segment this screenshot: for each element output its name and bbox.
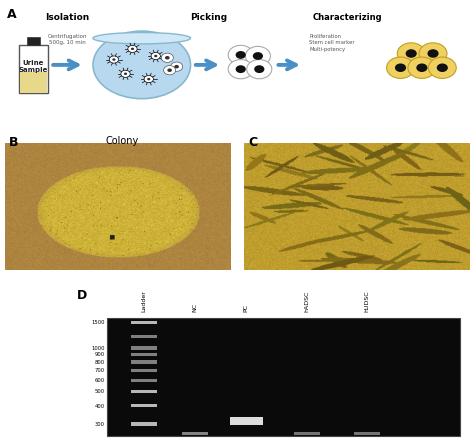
Bar — [131, 335, 157, 338]
Circle shape — [253, 52, 263, 60]
Circle shape — [167, 69, 172, 72]
Circle shape — [154, 55, 157, 57]
Ellipse shape — [93, 31, 191, 99]
Circle shape — [109, 56, 118, 63]
Circle shape — [147, 78, 150, 80]
Text: 300: 300 — [95, 422, 105, 427]
Circle shape — [124, 72, 127, 75]
Circle shape — [236, 65, 246, 73]
Circle shape — [228, 60, 253, 79]
Bar — [131, 346, 157, 350]
Circle shape — [428, 57, 456, 78]
Text: 1500: 1500 — [91, 320, 105, 325]
Circle shape — [228, 46, 253, 65]
Circle shape — [246, 46, 271, 65]
Bar — [131, 423, 157, 426]
Circle shape — [171, 62, 182, 71]
Circle shape — [144, 76, 154, 83]
Circle shape — [247, 60, 272, 79]
Text: Characterizing: Characterizing — [313, 13, 383, 23]
Bar — [27, 38, 40, 46]
Circle shape — [428, 49, 438, 58]
Text: D: D — [77, 290, 87, 302]
Circle shape — [387, 57, 414, 78]
Circle shape — [164, 65, 176, 75]
Ellipse shape — [93, 33, 191, 44]
Bar — [230, 417, 263, 425]
Circle shape — [416, 64, 428, 72]
Bar — [131, 353, 157, 356]
Text: 800: 800 — [94, 360, 105, 365]
Circle shape — [397, 43, 425, 64]
Bar — [131, 404, 157, 408]
Bar — [182, 432, 208, 435]
Bar — [131, 390, 157, 393]
Bar — [107, 318, 460, 436]
Circle shape — [419, 43, 447, 64]
Circle shape — [406, 49, 417, 58]
Text: 500: 500 — [94, 389, 105, 394]
Text: NC: NC — [193, 303, 198, 312]
Text: 600: 600 — [94, 378, 105, 383]
Text: PC: PC — [244, 304, 249, 312]
Circle shape — [236, 51, 246, 59]
Bar — [354, 432, 380, 435]
Text: Picking: Picking — [190, 13, 227, 23]
Text: 700: 700 — [94, 368, 105, 373]
Circle shape — [161, 53, 173, 62]
Text: A: A — [7, 8, 17, 21]
Circle shape — [131, 48, 134, 50]
Text: Centrifugation
500g, 10 min: Centrifugation 500g, 10 min — [48, 34, 87, 45]
Text: Proliferation
Stem cell marker
Multi-potency: Proliferation Stem cell marker Multi-pot… — [309, 34, 355, 52]
Circle shape — [151, 53, 160, 60]
Text: 400: 400 — [94, 404, 105, 408]
Circle shape — [112, 58, 116, 61]
Circle shape — [254, 65, 264, 73]
Bar — [131, 320, 157, 324]
Text: Isolation: Isolation — [46, 13, 90, 23]
Text: C: C — [248, 136, 257, 149]
Circle shape — [395, 64, 406, 72]
Circle shape — [437, 64, 448, 72]
FancyBboxPatch shape — [18, 46, 48, 93]
Bar — [131, 379, 157, 382]
Text: Ladder: Ladder — [142, 290, 146, 312]
Text: hADSC: hADSC — [304, 290, 309, 312]
Circle shape — [408, 57, 436, 78]
Bar — [131, 369, 157, 372]
Text: B: B — [9, 136, 19, 149]
Circle shape — [174, 65, 179, 69]
Circle shape — [128, 46, 137, 53]
Circle shape — [165, 56, 170, 60]
Text: Colony: Colony — [105, 136, 138, 145]
Circle shape — [121, 70, 130, 77]
Text: Urine
Sample: Urine Sample — [19, 60, 48, 73]
Bar — [131, 360, 157, 364]
Text: 900: 900 — [94, 352, 105, 357]
Text: 1000: 1000 — [91, 346, 105, 351]
Bar — [19, 72, 47, 93]
Bar — [294, 432, 319, 435]
Text: hUDSC: hUDSC — [365, 290, 370, 312]
